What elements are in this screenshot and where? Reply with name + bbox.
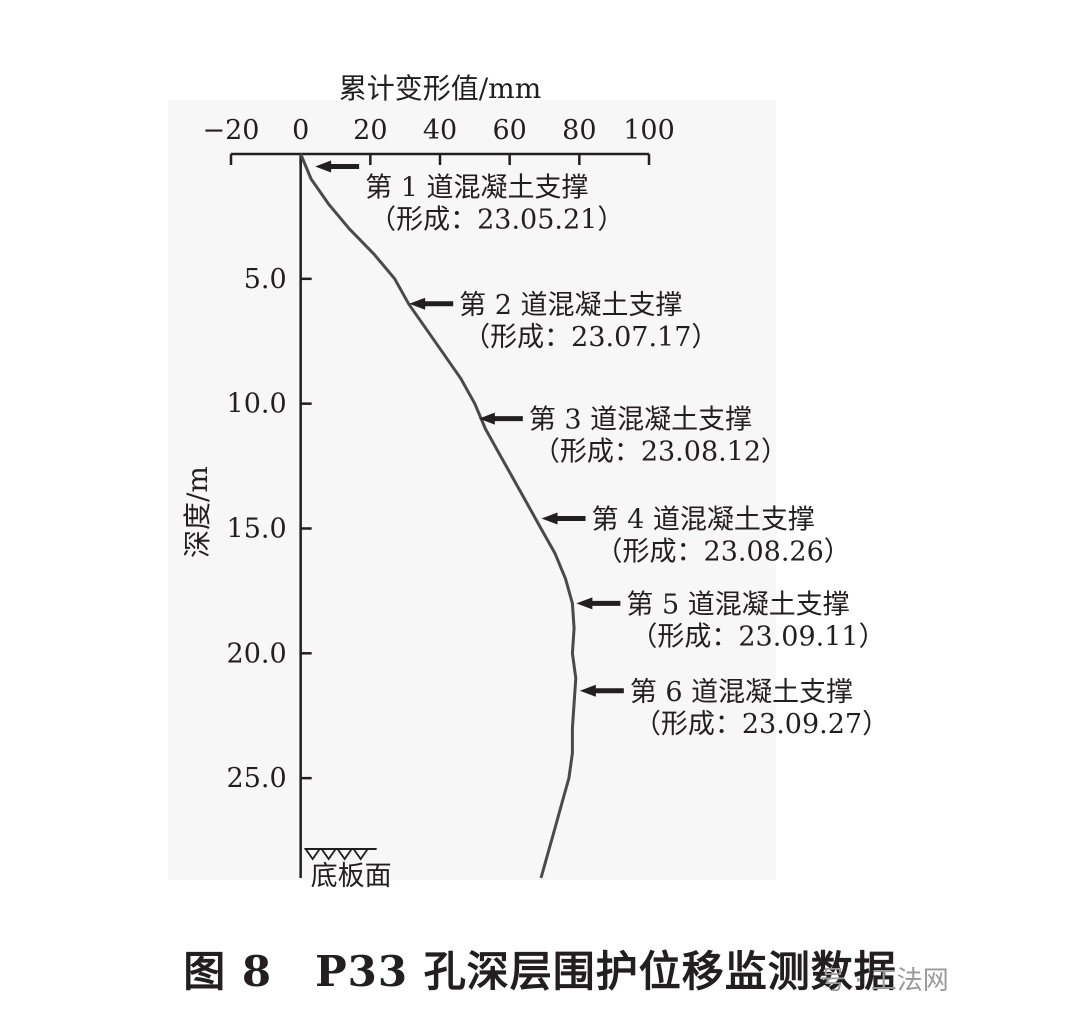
support-date: （形成：23.09.11） [630, 621, 885, 652]
plot-background [168, 100, 776, 880]
support-arrow-head [478, 412, 495, 425]
support-label: 第 4 道混凝土支撑 [592, 504, 815, 535]
support-label: 第 1 道混凝土支撑 [365, 172, 588, 203]
support-arrow-head [541, 512, 558, 525]
support-date: （形成：23.09.27） [634, 709, 889, 740]
base-triangle [303, 848, 322, 861]
support-label: 第 2 道混凝土支撑 [459, 290, 682, 321]
deformation-line [299, 153, 578, 879]
watermark: 号 · 工法网 [820, 966, 949, 996]
support-label: 第 3 道混凝土支撑 [529, 405, 752, 436]
x-tick-label: 20 [353, 115, 387, 146]
figure-caption: 图 8 P33 孔深层围护位移监测数据 [183, 947, 897, 996]
support-arrow-head [576, 597, 593, 610]
y-tick-label: 5.0 [244, 264, 287, 295]
x-tick-label: 40 [423, 115, 457, 146]
support-date: （形成：23.07.17） [463, 322, 718, 353]
series-layer [299, 153, 578, 879]
support-arrow-head [315, 160, 332, 173]
y-axis-title: 深度/m [181, 466, 214, 558]
y-tick-label: 25.0 [227, 763, 287, 794]
y-tick-label: 20.0 [227, 638, 287, 669]
base-triangle [335, 848, 354, 861]
x-tick-label: 60 [492, 115, 526, 146]
x-tick-label: 80 [562, 115, 596, 146]
support-label: 第 6 道混凝土支撑 [630, 677, 853, 708]
support-date: （形成：23.08.12） [533, 437, 788, 468]
x-tick-label: 0 [292, 115, 309, 146]
base-triangle [351, 848, 370, 861]
support-label: 第 5 道混凝土支撑 [626, 589, 849, 620]
deformation-chart: 累计变形值/mm −20 0 20 40 60 80 100 5.0 10.0 15.0 20.0… [168, 72, 890, 893]
base-label: 底板面 [311, 861, 392, 892]
x-axis-title: 累计变形值/mm [339, 72, 542, 105]
x-axis: −20 0 20 40 60 80 100 [203, 115, 675, 165]
base-marker: 底板面 [303, 848, 392, 892]
annotation-layer: 第 1 道混凝土支撑（形成：23.05.21）第 2 道混凝土支撑（形成：23.… [315, 160, 889, 740]
y-tick-label: 15.0 [227, 513, 287, 544]
support-date: （形成：23.05.21） [369, 204, 624, 235]
y-tick-label: 10.0 [227, 389, 287, 420]
support-arrow-head [409, 297, 426, 310]
y-axis: 5.0 10.0 15.0 20.0 25.0 [227, 154, 312, 878]
x-tick-label: 100 [623, 115, 675, 146]
support-arrow-head [579, 684, 596, 697]
x-tick-label: −20 [203, 115, 260, 146]
base-triangle [319, 848, 338, 861]
support-date: （形成：23.08.26） [596, 536, 851, 567]
